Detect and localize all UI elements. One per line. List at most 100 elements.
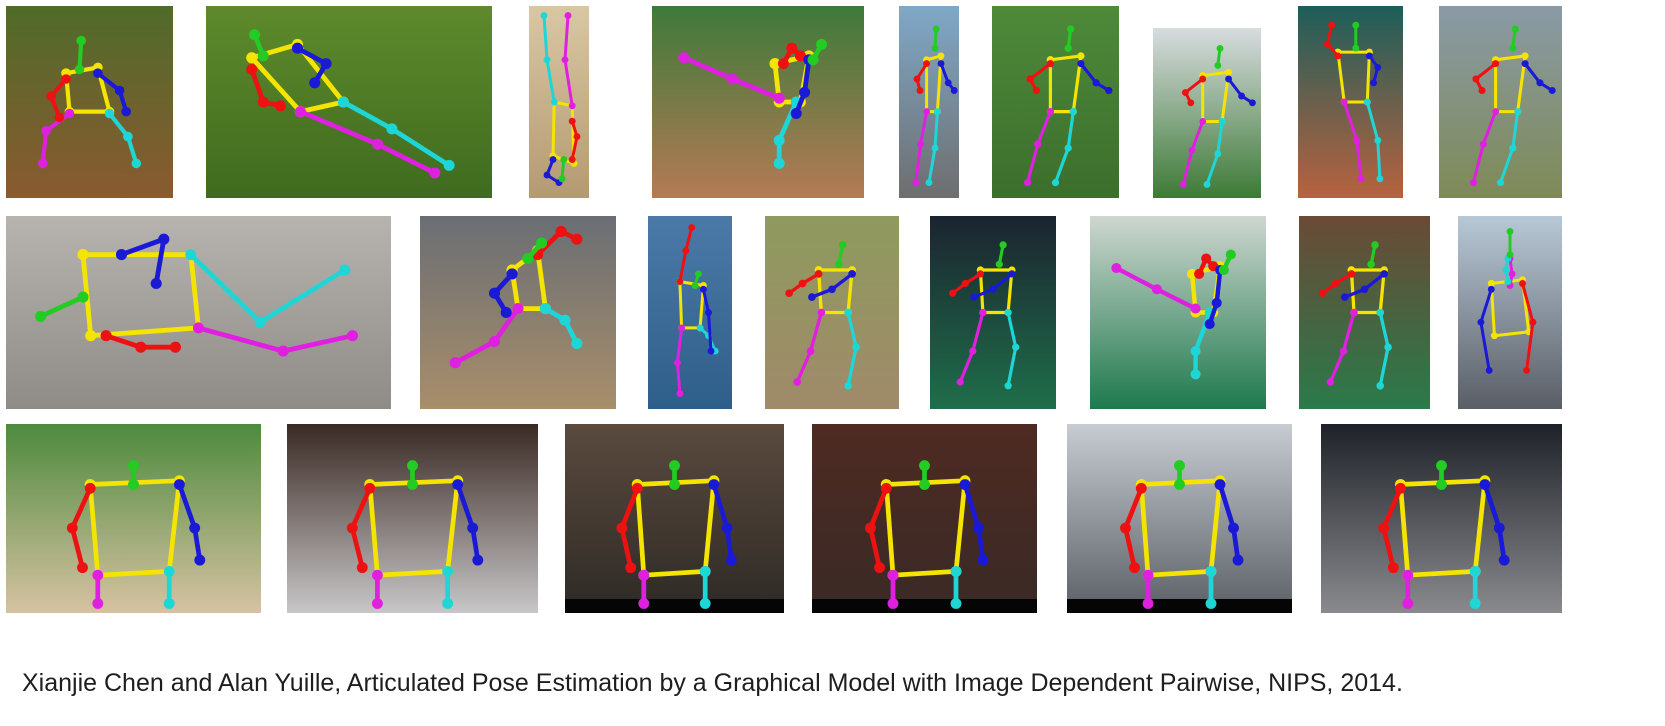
- joint-marker: [691, 282, 699, 289]
- joint-marker: [725, 554, 737, 566]
- joint-marker: [807, 54, 819, 66]
- joint-marker: [1339, 347, 1348, 355]
- joint-marker: [1365, 52, 1373, 60]
- joint-marker: [1380, 270, 1388, 278]
- joint-marker: [790, 107, 802, 120]
- joint-marker: [950, 565, 962, 577]
- pose-skeleton-overlay: [1090, 216, 1266, 409]
- joint-marker: [917, 140, 925, 148]
- joint-marker: [1069, 107, 1077, 116]
- joint-marker: [676, 390, 684, 398]
- joint-marker: [1187, 99, 1195, 107]
- joint-marker: [194, 554, 206, 566]
- pose-skeleton-overlay: [992, 6, 1119, 198]
- joint-marker: [1129, 562, 1140, 574]
- pose-image-r2-6: [1090, 216, 1266, 409]
- joint-marker: [616, 522, 628, 534]
- joint-marker: [571, 233, 583, 245]
- joint-marker: [121, 106, 132, 117]
- joint-marker: [472, 554, 484, 566]
- joint-marker: [1536, 79, 1544, 87]
- joint-marker: [1225, 75, 1233, 83]
- joint-marker: [1493, 522, 1505, 534]
- joint-marker: [638, 569, 650, 581]
- joint-marker: [429, 167, 441, 179]
- joint-marker: [707, 347, 715, 355]
- joint-marker: [1519, 280, 1526, 287]
- pose-image-r2-3: [648, 216, 732, 409]
- joint-marker: [1051, 178, 1060, 187]
- joint-marker: [1360, 285, 1369, 294]
- joint-marker: [549, 156, 557, 164]
- photo-background: [1439, 6, 1562, 198]
- joint-marker: [1477, 318, 1485, 326]
- joint-marker: [638, 598, 650, 609]
- joint-marker: [923, 108, 931, 116]
- joint-marker: [959, 479, 971, 490]
- joint-marker: [74, 64, 85, 75]
- joint-marker: [773, 92, 785, 104]
- joint-marker: [1201, 253, 1212, 264]
- joint-marker: [1211, 297, 1222, 308]
- joint-marker: [555, 225, 567, 237]
- joint-marker: [277, 345, 289, 357]
- joint-marker: [1402, 598, 1414, 609]
- joint-marker: [721, 522, 733, 534]
- pose-skeleton-overlay: [765, 216, 899, 409]
- joint-marker: [1492, 60, 1500, 68]
- joint-marker: [37, 158, 48, 169]
- joint-marker: [192, 322, 205, 334]
- joint-marker: [246, 52, 258, 64]
- joint-marker: [1334, 52, 1342, 60]
- joint-marker: [625, 562, 637, 574]
- joint-marker: [54, 112, 65, 123]
- joint-marker: [1067, 25, 1075, 33]
- head-limb: [77, 38, 84, 72]
- joint-marker: [773, 157, 785, 169]
- pose-image-r2-1: [6, 216, 391, 409]
- joint-marker: [999, 241, 1007, 249]
- joint-marker: [443, 159, 455, 171]
- joint-marker: [61, 74, 71, 84]
- joint-marker: [1502, 266, 1510, 274]
- photo-background: [287, 424, 538, 613]
- joint-marker: [337, 96, 349, 108]
- pose-skeleton-overlay: [1067, 424, 1292, 613]
- joint-marker: [1387, 562, 1399, 574]
- pose-skeleton-overlay: [420, 216, 616, 409]
- joint-marker: [249, 29, 261, 41]
- joint-marker: [76, 35, 87, 46]
- joint-marker: [1521, 60, 1529, 68]
- joint-marker: [512, 303, 524, 315]
- joint-marker: [1203, 180, 1211, 188]
- joint-marker: [1395, 482, 1406, 494]
- joint-marker: [1032, 86, 1041, 95]
- joint-marker: [92, 598, 104, 609]
- pose-image-r2-5: [930, 216, 1056, 409]
- photo-background: [1321, 424, 1562, 613]
- joint-marker: [1511, 25, 1519, 33]
- letterbox-bar: [565, 599, 784, 613]
- joint-marker: [1506, 251, 1514, 259]
- joint-marker: [1190, 303, 1201, 314]
- joint-marker: [806, 347, 815, 355]
- joint-marker: [1402, 569, 1414, 581]
- joint-marker: [1225, 249, 1236, 260]
- joint-marker: [1371, 241, 1379, 249]
- joint-marker: [970, 293, 978, 301]
- photo-background: [992, 6, 1119, 198]
- joint-marker: [1506, 227, 1514, 235]
- pose-skeleton-overlay: [1298, 6, 1403, 198]
- photo-background: [812, 424, 1037, 613]
- joint-marker: [46, 91, 56, 102]
- photo-background: [652, 6, 864, 198]
- joint-marker: [1199, 118, 1207, 125]
- joint-marker: [1496, 179, 1505, 187]
- joint-marker: [1064, 44, 1072, 52]
- joint-marker: [1487, 285, 1495, 293]
- joint-marker: [1034, 140, 1042, 148]
- joint-marker: [522, 252, 534, 265]
- joint-marker: [1232, 554, 1244, 566]
- joint-marker: [1142, 569, 1154, 581]
- joint-marker: [916, 87, 924, 94]
